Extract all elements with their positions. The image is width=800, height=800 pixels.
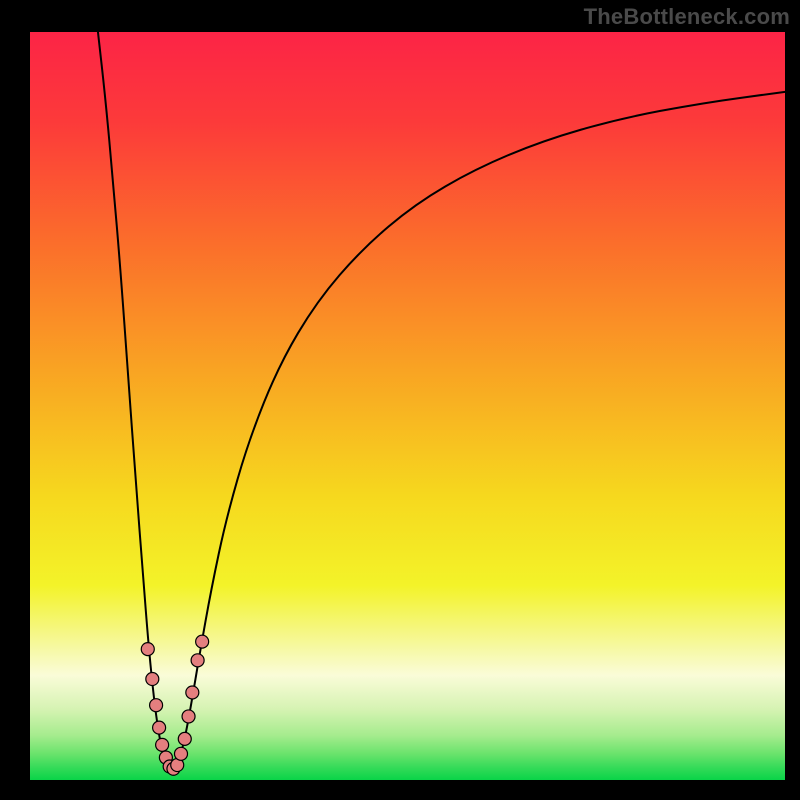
- data-marker: [141, 643, 154, 656]
- data-marker: [156, 738, 169, 751]
- chart-container: TheBottleneck.com: [0, 0, 800, 800]
- data-marker: [178, 732, 191, 745]
- data-marker: [182, 710, 195, 723]
- data-marker: [153, 721, 166, 734]
- data-marker: [175, 747, 188, 760]
- data-marker: [186, 686, 199, 699]
- data-marker: [146, 673, 159, 686]
- data-marker: [150, 699, 163, 712]
- plot-area-gradient: [30, 32, 785, 780]
- data-marker: [196, 635, 209, 648]
- bottleneck-chart: [0, 0, 800, 800]
- data-marker: [191, 654, 204, 667]
